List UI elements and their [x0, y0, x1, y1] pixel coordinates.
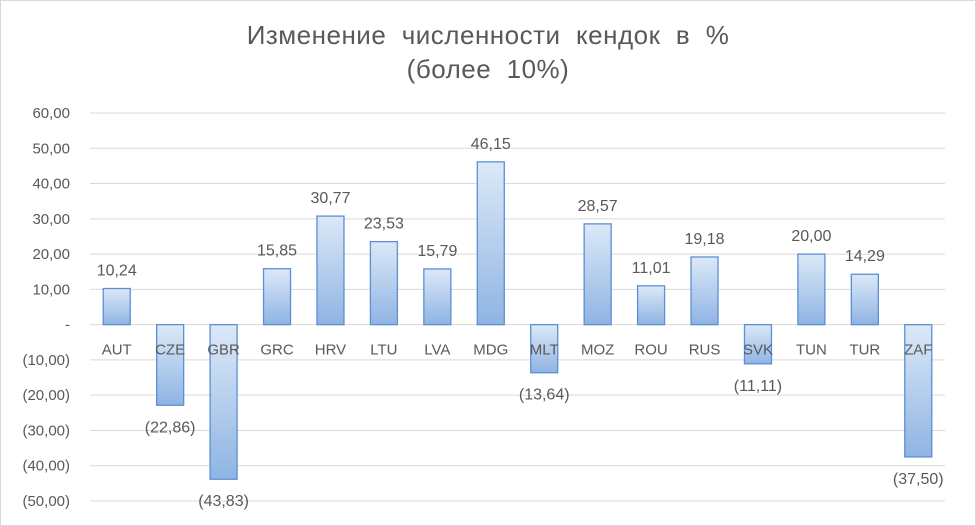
- data-label: 10,24: [97, 263, 137, 280]
- bar: [102, 287, 131, 326]
- y-tick-label: (50,00): [22, 493, 70, 510]
- data-label: (11,11): [734, 378, 782, 395]
- bar: [156, 323, 185, 406]
- y-tick-label: 20,00: [32, 246, 70, 263]
- bar: [530, 323, 559, 374]
- category-label: TUN: [796, 342, 827, 359]
- data-label: (13,64): [519, 387, 570, 404]
- bar: [476, 161, 505, 326]
- data-label: 20,00: [791, 228, 831, 245]
- data-label: 30,77: [310, 190, 350, 207]
- y-tick-label: (30,00): [22, 422, 70, 439]
- bar: [262, 268, 292, 326]
- data-label: 14,29: [845, 248, 885, 265]
- bar: [423, 268, 452, 326]
- data-label: 15,85: [257, 243, 297, 260]
- category-label: MDG: [473, 342, 508, 359]
- bar: [369, 240, 399, 326]
- category-label: GRC: [260, 342, 294, 359]
- category-label: LVA: [424, 342, 450, 359]
- data-label: (43,83): [198, 493, 249, 510]
- chart-title-line-2: (более 10%): [406, 54, 570, 84]
- category-label: MLT: [530, 342, 559, 359]
- bar: [209, 323, 238, 480]
- category-labels: AUT CZE GBR GRC HRV LTU LVA MDG MLT MOZ ROU RUS SVK T…: [102, 342, 933, 359]
- data-label: 19,18: [685, 231, 725, 248]
- category-label: TUR: [849, 342, 880, 359]
- data-label: 15,79: [417, 243, 457, 260]
- data-label: 11,01: [632, 260, 671, 277]
- y-tick-label: 60,00: [32, 105, 70, 122]
- y-tick-label: (40,00): [22, 458, 70, 475]
- data-label: (37,50): [893, 471, 944, 488]
- data-label: 28,57: [578, 198, 618, 215]
- data-label: 46,15: [471, 136, 511, 153]
- bar: [743, 323, 773, 365]
- y-tick-label: -: [65, 317, 70, 334]
- category-label: ROU: [634, 342, 667, 359]
- y-axis-ticks: 60,00 50,00 40,00 30,00 20,00 10,00 - (10,00) (2…: [22, 105, 70, 510]
- bar: [583, 223, 612, 326]
- bar: [904, 323, 933, 458]
- bar: [690, 256, 719, 326]
- y-tick-label: 10,00: [32, 281, 70, 298]
- bar: [636, 285, 666, 326]
- bar: [850, 273, 879, 326]
- bar: [797, 253, 826, 326]
- category-label: HRV: [315, 342, 346, 359]
- category-label: GBR: [207, 342, 240, 359]
- category-label: ZAF: [904, 342, 932, 359]
- data-label: (22,86): [145, 419, 196, 436]
- category-label: SVK: [743, 342, 773, 359]
- category-label: MOZ: [581, 342, 614, 359]
- y-tick-label: (20,00): [22, 387, 70, 404]
- data-label: 23,53: [364, 216, 404, 233]
- category-label: CZE: [155, 342, 185, 359]
- y-tick-label: 40,00: [32, 176, 70, 193]
- category-label: LTU: [370, 342, 397, 359]
- bar: [316, 215, 345, 326]
- category-label: RUS: [689, 342, 721, 359]
- category-label: AUT: [102, 342, 132, 359]
- chart-title-line-1: Изменение численности кендок в %: [246, 20, 730, 50]
- data-labels: 10,24 (22,86) (43,83) 15,85 30,77 23,53 15,79 4…: [97, 136, 944, 510]
- chart-title: Изменение численности кендок в % (более …: [0, 18, 976, 86]
- bars: [102, 161, 933, 480]
- y-tick-label: (10,00): [22, 352, 70, 369]
- y-tick-label: 30,00: [32, 211, 70, 228]
- y-tick-label: 50,00: [32, 140, 70, 157]
